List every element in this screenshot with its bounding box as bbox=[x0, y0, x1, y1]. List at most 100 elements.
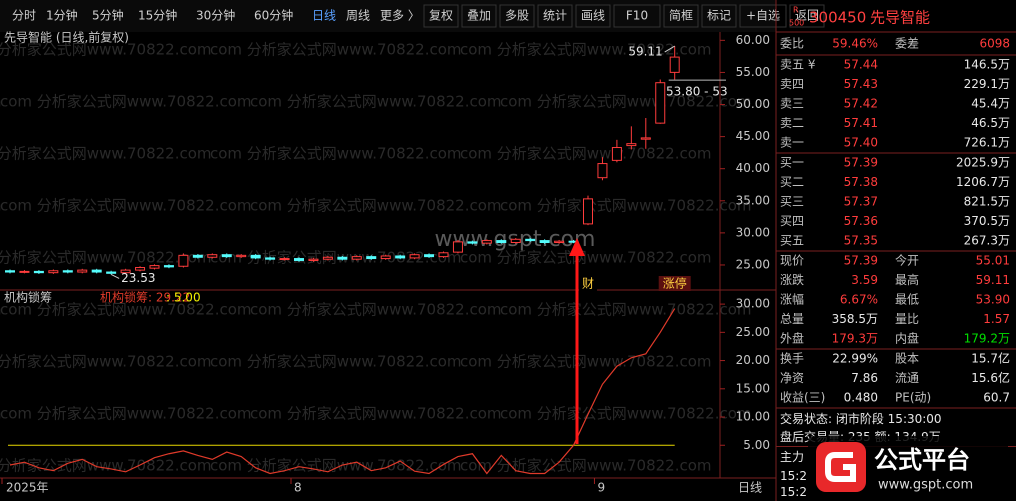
watermark: com 分析家公式网www.70822.com bbox=[0, 197, 252, 215]
toolbar-tab[interactable]: 1分钟 bbox=[46, 8, 78, 23]
toolbar-button-frame bbox=[613, 4, 661, 28]
quote-value: 60.7 bbox=[983, 391, 1010, 405]
candle-body bbox=[539, 240, 550, 244]
quote-label: 内盘 bbox=[895, 331, 919, 346]
event-marker[interactable]: 涨停 bbox=[663, 276, 687, 291]
toolbar-tab[interactable]: 周线 bbox=[346, 9, 370, 23]
candle-body bbox=[669, 56, 680, 73]
toolbar-tab[interactable]: 15分钟 bbox=[138, 8, 177, 23]
toolbar-button[interactable]: F10 bbox=[626, 9, 648, 23]
indicator-legend: 机构锁筹: 29.22 bbox=[100, 290, 190, 305]
y-tick-label: 40.00 bbox=[736, 161, 770, 175]
quote-label: 委差 bbox=[895, 37, 919, 51]
toolbar-button[interactable]: 叠加 bbox=[467, 9, 491, 23]
quote-label: 总量 bbox=[780, 312, 804, 326]
candle-body bbox=[236, 254, 247, 258]
watermark: com 分析家公式网www.70822.com bbox=[460, 41, 712, 59]
event-marker-box bbox=[579, 276, 597, 291]
book-label: 买二 bbox=[780, 175, 804, 189]
quote-value: 53.90 bbox=[976, 293, 1010, 307]
watermark: com 分析家公式网www.70822.com bbox=[460, 145, 712, 163]
quote-value: 179.2万 bbox=[964, 332, 1010, 346]
toolbar-button-frame bbox=[739, 4, 787, 28]
quote-label: 最高 bbox=[895, 272, 919, 287]
signal-arrowhead bbox=[569, 238, 585, 256]
quote-value: 15.6亿 bbox=[971, 370, 1010, 385]
candle-body bbox=[33, 270, 44, 274]
toolbar-button-frame bbox=[499, 4, 535, 28]
price-annotation: 23.53 bbox=[121, 271, 155, 285]
price-annotation: 59.11 bbox=[628, 45, 662, 59]
watermark: com 分析家公式网www.70822.com bbox=[0, 405, 252, 423]
book-price: 57.40 bbox=[844, 136, 878, 150]
toolbar-tab[interactable]: 分时 bbox=[12, 9, 36, 23]
watermark: com 分析家公式网www.70822.com bbox=[0, 301, 2, 319]
toolbar-button-frame bbox=[663, 4, 699, 28]
toolbar-button[interactable]: 统计 bbox=[543, 9, 567, 23]
y-tick-label: 5.00 bbox=[743, 438, 770, 452]
main-force: 主力 bbox=[780, 450, 804, 464]
toolbar-button[interactable]: 简框 bbox=[669, 9, 693, 23]
candle-body bbox=[48, 270, 59, 274]
stock-name: 先导智能 bbox=[870, 9, 930, 27]
y-tick-label: 30.00 bbox=[736, 297, 770, 311]
candle-body bbox=[452, 241, 463, 253]
quote-label: 流通 bbox=[895, 371, 919, 385]
event-marker[interactable]: 财 bbox=[582, 277, 594, 291]
candle-body bbox=[192, 254, 203, 258]
quote-value: 1.57 bbox=[983, 312, 1010, 326]
book-label: 买五 bbox=[780, 234, 804, 248]
y-tick-label: 30.00 bbox=[736, 225, 770, 239]
candle-body bbox=[5, 270, 15, 273]
quote-value: 7.86 bbox=[851, 371, 878, 385]
toolbar-tab[interactable]: 日线 bbox=[312, 9, 336, 23]
candle-body bbox=[207, 254, 218, 258]
watermark: com 分析家公式网www.70822.com bbox=[0, 41, 212, 59]
book-price: 57.41 bbox=[844, 116, 878, 130]
book-label: 卖三 bbox=[780, 97, 804, 111]
watermark: com 分析家公式网www.70822.com bbox=[0, 353, 212, 371]
candle-body bbox=[77, 269, 88, 273]
quote-label: 现价 bbox=[780, 254, 804, 268]
quote-value: 59.46% bbox=[832, 37, 878, 51]
quote-label: 净资 bbox=[780, 371, 804, 385]
toolbar-tab[interactable]: 60分钟 bbox=[254, 8, 293, 23]
candle-body bbox=[438, 252, 449, 258]
watermark: com 分析家公式网www.70822.com bbox=[500, 301, 752, 319]
book-label: 卖一 bbox=[780, 136, 804, 150]
quote-label: 量比 bbox=[895, 312, 919, 326]
candle-body bbox=[481, 240, 492, 244]
toolbar-button-frame bbox=[701, 4, 737, 28]
toolbar-button[interactable]: 返回 bbox=[795, 9, 819, 23]
watermark: com 分析家公式网www.70822.com bbox=[0, 405, 2, 423]
candle-body bbox=[322, 256, 333, 260]
candle-body bbox=[221, 254, 232, 258]
toolbar-tab[interactable]: 5分钟 bbox=[92, 8, 124, 23]
watermark: com 分析家公式网www.70822.com bbox=[0, 93, 2, 111]
toolbar-button[interactable]: 复权 bbox=[429, 9, 453, 23]
tick-time: 15:2 bbox=[780, 469, 807, 483]
toolbar-tab[interactable]: 30分钟 bbox=[196, 8, 235, 23]
toolbar-button[interactable]: +自选 bbox=[746, 9, 780, 23]
candle-body bbox=[611, 147, 622, 161]
toolbar-button[interactable]: 画线 bbox=[581, 9, 605, 23]
price-line-label: 53.80 - 53 bbox=[666, 85, 728, 99]
candle-body bbox=[62, 270, 73, 273]
indicator-line bbox=[9, 308, 676, 475]
book-label: 卖四 bbox=[780, 77, 804, 91]
book-price: 57.44 bbox=[844, 58, 878, 72]
watermark: com 分析家公式网www.70822.com bbox=[210, 249, 462, 267]
toolbar-button[interactable]: 标记 bbox=[707, 9, 731, 23]
quote-label: 股本 bbox=[895, 352, 919, 366]
candle-body bbox=[19, 270, 30, 273]
watermark: com 分析家公式网www.70822.com bbox=[250, 93, 502, 111]
quote-label: 最低 bbox=[895, 293, 919, 307]
toolbar-button[interactable]: 多股 bbox=[505, 9, 529, 23]
toolbar-tab[interactable]: 更多 〉 bbox=[380, 9, 420, 23]
badge: R bbox=[793, 6, 799, 15]
candle-body bbox=[640, 137, 651, 140]
logo-title: 公式平台 bbox=[874, 446, 970, 474]
book-volume: 46.5万 bbox=[971, 116, 1010, 130]
watermark: com 分析家公式网www.70822.com bbox=[460, 249, 712, 267]
